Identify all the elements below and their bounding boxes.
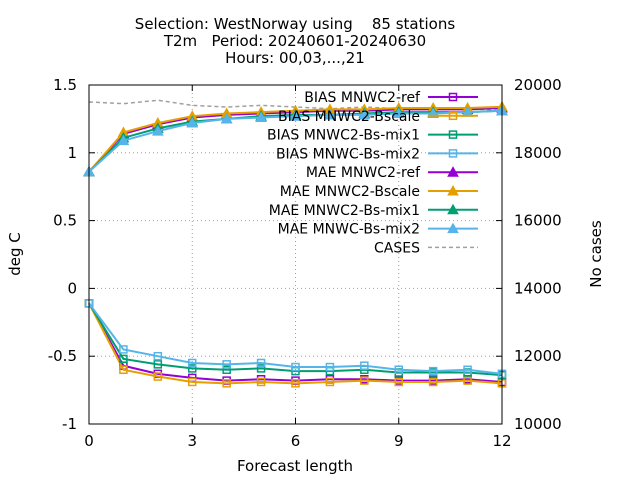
data-point — [222, 365, 231, 375]
data-point — [289, 110, 302, 121]
data-point — [392, 107, 405, 118]
data-point — [188, 358, 197, 368]
legend-label: BIAS MNWC2-Bscale — [278, 109, 420, 125]
legend-label: BIAS MNWC-Bs-mix2 — [276, 146, 420, 162]
plot-series — [83, 99, 508, 388]
data-point — [325, 377, 335, 387]
data-point — [256, 377, 266, 387]
legend-item: MAE MNWC2-ref — [306, 165, 478, 181]
y2-tick-label: 12000 — [514, 347, 562, 365]
legend-item: BIAS MNWC-Bs-mix2 — [276, 146, 478, 162]
data-point — [360, 361, 369, 370]
data-point — [394, 365, 403, 375]
legend-label: MAE MNWC2-ref — [306, 165, 421, 181]
legend: BIAS MNWC2-ref BIAS MNWC2-Bscale BIAS MNWC… — [267, 90, 478, 256]
y2-tick-label: 14000 — [514, 279, 562, 297]
series-line — [88, 302, 503, 375]
legend-item: BIAS MNWC2-Bscale — [278, 109, 478, 125]
legend-item: BIAS MNWC2-ref — [304, 90, 478, 106]
data-point — [463, 365, 472, 375]
x-tick-label: 12 — [492, 432, 511, 450]
axis-ticks: 0 3 6 9 12 -1 -0.5 0 0.5 1 1.5 10000 12000 14000 16000… — [48, 76, 562, 450]
chart-title: Selection: WestNorway using 85 stationsT… — [135, 15, 456, 67]
data-point — [463, 376, 472, 385]
y-tick-label: 0 — [67, 279, 77, 297]
legend-label: MAE MNWC2-Bs-mix1 — [269, 203, 420, 219]
data-point — [153, 372, 163, 381]
legend-swatch-marker — [447, 166, 459, 177]
title-line-2: T2m Period: 20240601-20240630 — [163, 32, 426, 50]
legend-item: MAE MNWC-Bs-mix2 — [278, 222, 478, 238]
data-point — [428, 377, 438, 387]
data-point — [220, 112, 233, 124]
legend-swatch-marker — [448, 130, 458, 139]
legend-item: BIAS MNWC2-Bs-mix1 — [267, 128, 478, 144]
title-line-3: Hours: 00,03,...,21 — [225, 49, 365, 67]
legend-label: MAE MNWC2-Bscale — [280, 184, 420, 200]
y2-tick-label: 10000 — [514, 415, 562, 433]
y-tick-label: 1 — [67, 144, 77, 162]
series-line — [88, 302, 503, 377]
legend-swatch-marker — [447, 184, 459, 196]
x-tick-label: 0 — [84, 432, 94, 450]
y2-tick-label: 16000 — [514, 212, 562, 230]
y-tick-label: -0.5 — [48, 347, 77, 365]
x-axis-label: Forecast length — [237, 457, 353, 475]
y-tick-label: 1.5 — [53, 76, 77, 94]
legend-swatch-marker — [448, 149, 458, 158]
data-point — [222, 379, 231, 388]
x-tick-label: 6 — [291, 432, 301, 450]
data-point — [291, 362, 300, 372]
data-point — [291, 379, 300, 388]
y2-tick-label: 18000 — [514, 144, 562, 162]
data-point — [119, 365, 128, 375]
legend-label: CASES — [374, 240, 420, 256]
legend-swatch-marker — [448, 111, 458, 121]
data-point — [222, 360, 231, 369]
y-tick-label: -1 — [62, 415, 77, 433]
series-mae-mnwc-bs-mix2 — [83, 104, 508, 177]
data-point — [256, 364, 266, 373]
data-point — [151, 125, 164, 136]
x-tick-label: 3 — [187, 432, 197, 450]
data-point — [256, 358, 266, 368]
legend-item: CASES — [374, 240, 478, 256]
data-point — [119, 345, 128, 354]
data-point — [188, 377, 197, 387]
data-point — [394, 377, 403, 387]
data-point — [153, 351, 163, 361]
data-point — [358, 108, 371, 120]
legend-item: MAE MNWC2-Bscale — [280, 184, 478, 200]
legend-label: BIAS MNWC2-ref — [304, 90, 421, 106]
data-point — [119, 354, 128, 364]
series-line — [88, 302, 503, 383]
legend-swatch-marker — [447, 222, 459, 234]
legend-swatch-marker — [447, 203, 459, 215]
y-axis-label: deg C — [6, 232, 24, 276]
legend-label: BIAS MNWC2-Bs-mix1 — [267, 128, 420, 144]
title-line-1: Selection: WestNorway using 85 stations — [135, 15, 456, 33]
data-point — [153, 360, 163, 369]
y2-axis-label: No cases — [587, 220, 605, 288]
data-point — [117, 134, 130, 146]
data-point — [360, 376, 369, 385]
legend-item: MAE MNWC2-Bs-mix1 — [269, 203, 478, 219]
series-line — [88, 302, 503, 385]
data-point — [325, 362, 335, 372]
data-point — [186, 116, 199, 128]
data-point — [324, 108, 336, 120]
legend-label: MAE MNWC-Bs-mix2 — [278, 222, 420, 238]
y2-tick-label: 20000 — [514, 76, 562, 94]
data-point — [255, 111, 267, 123]
x-tick-label: 9 — [394, 432, 404, 450]
data-point — [428, 366, 438, 376]
y-tick-label: 0.5 — [53, 212, 77, 230]
legend-swatch-marker — [448, 92, 458, 102]
data-point — [188, 364, 197, 373]
